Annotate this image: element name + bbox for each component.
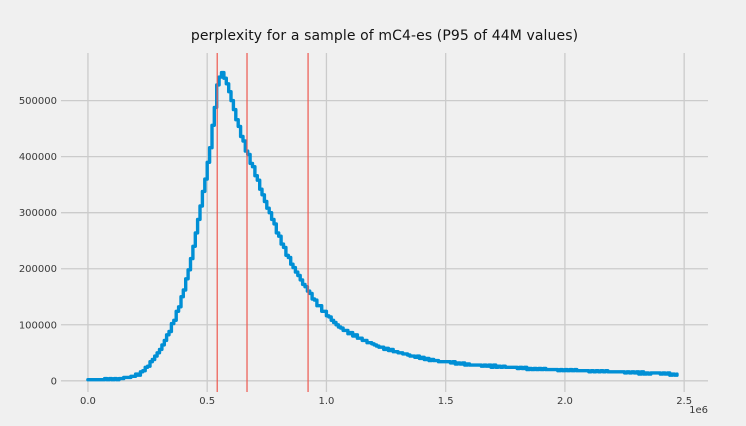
y-tick-label: 0 [51,376,57,387]
y-tick-label: 300000 [19,208,57,219]
y-tick-label: 200000 [19,264,57,275]
x-tick-label: 2.5 [676,396,692,407]
x-tick-label: 1.5 [438,396,454,407]
y-tick-label: 100000 [19,320,57,331]
x-tick-label: 0.5 [199,396,215,407]
x-axis-offset-label: 1e6 [689,405,708,416]
y-tick-label: 500000 [19,96,57,107]
x-tick-label: 1.0 [318,396,334,407]
chart-title: perplexity for a sample of mC4-es (P95 o… [190,28,579,44]
distribution-curve [86,70,679,382]
y-tick-label: 400000 [19,152,57,163]
x-tick-label: 2.0 [557,396,573,407]
x-tick-label: 0.0 [80,396,96,407]
